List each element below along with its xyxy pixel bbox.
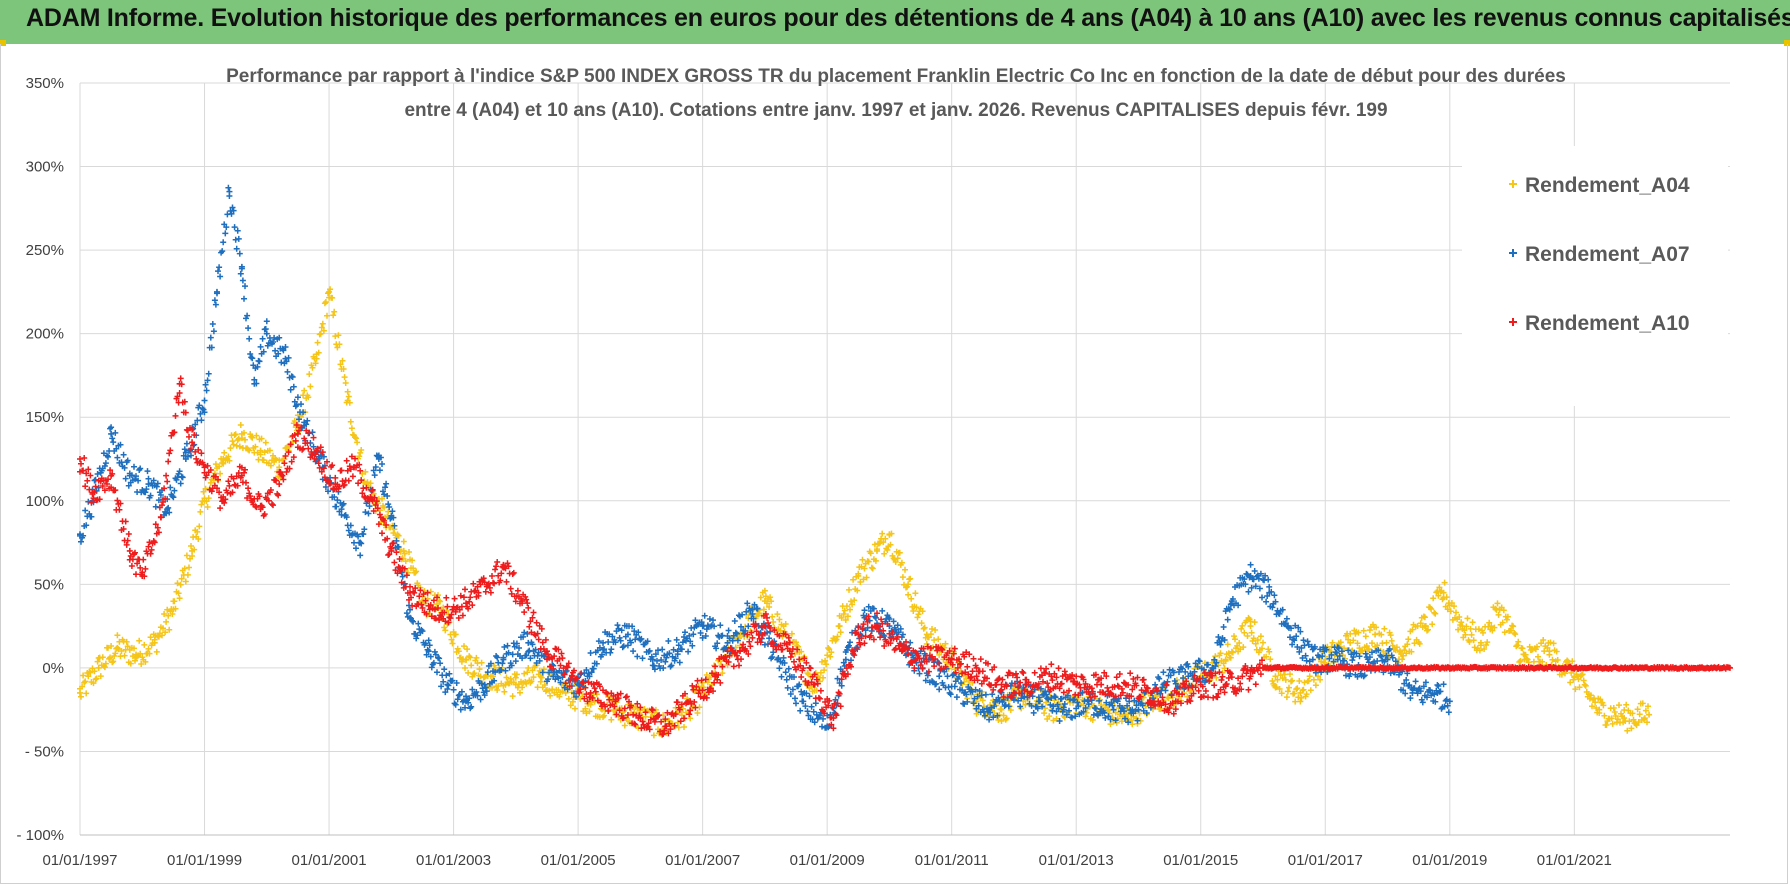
series-marker-cloud — [77, 375, 1732, 738]
data-point — [1048, 706, 1055, 713]
y-tick-label: 350% — [26, 75, 64, 92]
y-tick-label: 300% — [26, 159, 64, 176]
legend: Rendement_A04 Rendement_A07 Rendement_A10 — [1509, 174, 1690, 335]
data-point — [294, 430, 301, 437]
data-point — [600, 639, 607, 646]
data-point — [114, 644, 121, 651]
x-tick-label: 01/01/2013 — [1039, 852, 1114, 869]
data-point — [1372, 631, 1379, 638]
y-axis-ticks: - 100% - 50% 0% 50% 100% 150% 200% 250% 300% 350% — [16, 75, 64, 844]
data-point — [77, 456, 83, 462]
y-tick-label: 100% — [26, 493, 64, 510]
y-tick-label: - 100% — [16, 827, 64, 844]
data-point — [95, 664, 102, 671]
chart-grid — [79, 82, 1730, 836]
x-tick-label: 01/01/2001 — [292, 852, 367, 869]
data-point — [936, 673, 943, 680]
data-point — [724, 639, 731, 646]
x-tick-label: 01/01/2019 — [1412, 852, 1487, 869]
legend-marker — [1509, 180, 1517, 188]
series-Rendement_A04 — [77, 286, 1653, 739]
x-axis-ticks: 01/01/1997 01/01/1999 01/01/2001 01/01/2003… — [42, 852, 1611, 869]
chart-title-line-2: entre 4 (A04) et 10 ans (A10). Cotations… — [404, 100, 1387, 121]
data-point — [126, 547, 133, 554]
chart-frame — [0, 44, 1788, 884]
series-marker-cloud — [77, 184, 1452, 731]
legend-marker — [1509, 318, 1517, 326]
banner-corner-left — [0, 40, 6, 46]
legend-box — [1462, 146, 1728, 406]
series-Rendement_A07 — [77, 184, 1453, 731]
data-point — [108, 430, 115, 437]
x-tick-label: 01/01/1999 — [167, 852, 242, 869]
y-tick-label: 250% — [26, 242, 64, 259]
x-tick-label: 01/01/2005 — [541, 852, 616, 869]
data-point — [201, 464, 208, 471]
x-tick-label: 01/01/2003 — [416, 852, 491, 869]
data-point — [1110, 706, 1117, 713]
legend-marker — [1509, 249, 1517, 257]
chart-points — [77, 184, 1733, 739]
x-tick-label: 01/01/2011 — [915, 852, 989, 869]
x-tick-label: 01/01/2015 — [1163, 852, 1238, 869]
data-point — [1646, 711, 1653, 718]
page-title: ADAM Informe. Evolution historique des p… — [26, 4, 1790, 32]
data-point — [1135, 706, 1142, 713]
y-tick-label: 200% — [26, 326, 64, 343]
data-point — [201, 397, 208, 404]
data-point — [481, 681, 488, 688]
data-point — [562, 689, 569, 696]
scatter-chart: - 100% - 50% 0% 50% 100% 150% 200% 250% 300% 350%… — [16, 66, 1733, 869]
data-point — [263, 330, 270, 337]
data-point — [1347, 639, 1354, 646]
data-point — [145, 481, 152, 488]
data-point — [1272, 673, 1279, 680]
x-tick-label: 01/01/2017 — [1288, 852, 1363, 869]
series-Rendement_A10 — [77, 375, 1733, 738]
x-tick-label: 01/01/2009 — [790, 852, 865, 869]
data-point — [189, 439, 196, 446]
y-tick-label: 150% — [26, 409, 64, 426]
banner-corner-right — [1784, 40, 1790, 46]
legend-label: Rendement_A07 — [1525, 243, 1690, 266]
legend-label: Rendement_A04 — [1525, 174, 1690, 197]
header-banner — [0, 0, 1790, 44]
legend-label: Rendement_A10 — [1525, 312, 1690, 335]
y-tick-label: 0% — [42, 660, 64, 677]
data-point — [1309, 656, 1316, 663]
chart-title-line-1: Performance par rapport à l'indice S&P 5… — [226, 66, 1566, 87]
data-point — [400, 547, 407, 554]
data-point — [1334, 656, 1341, 663]
data-point — [276, 481, 283, 488]
y-tick-label: - 50% — [25, 743, 64, 760]
x-tick-label: 01/01/2021 — [1537, 852, 1612, 869]
y-tick-label: 50% — [34, 576, 64, 593]
x-tick-label: 01/01/2007 — [665, 852, 740, 869]
data-point — [842, 656, 849, 663]
x-tick-label: 01/01/1997 — [42, 852, 117, 869]
